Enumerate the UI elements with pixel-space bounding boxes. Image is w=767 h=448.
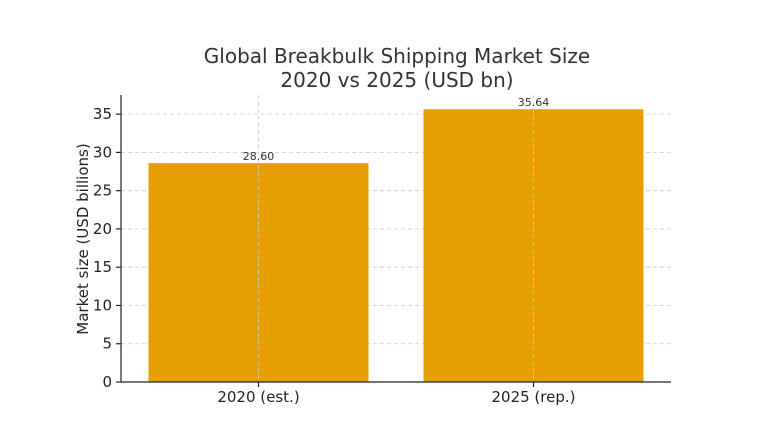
y-tick-label: 20 [93,220,112,238]
y-tick-label: 35 [93,105,112,123]
chart-title-line-1: Global Breakbulk Shipping Market Size [204,44,590,68]
chart-title-line-2: 2020 vs 2025 (USD bn) [280,68,513,92]
x-tick-label: 2025 (rep.) [491,388,575,406]
bar-value-label: 28.60 [243,150,275,163]
y-tick-label: 10 [93,296,112,314]
axes [116,95,671,387]
y-tick-label: 5 [102,335,112,353]
x-tick-label: 2020 (est.) [217,388,299,406]
y-tick-label: 0 [102,373,112,391]
y-tick-label: 25 [93,182,112,200]
y-tick-label: 15 [93,258,112,276]
y-axis-label: Market size (USD billions) [74,143,92,334]
bar-value-label: 35.64 [518,96,550,109]
labels: 0 5 10 15 20 25 30 35 28.60 2020 (est.) 35.64 2025 … [93,96,576,406]
bars [148,95,644,382]
y-tick-label: 30 [93,143,112,161]
